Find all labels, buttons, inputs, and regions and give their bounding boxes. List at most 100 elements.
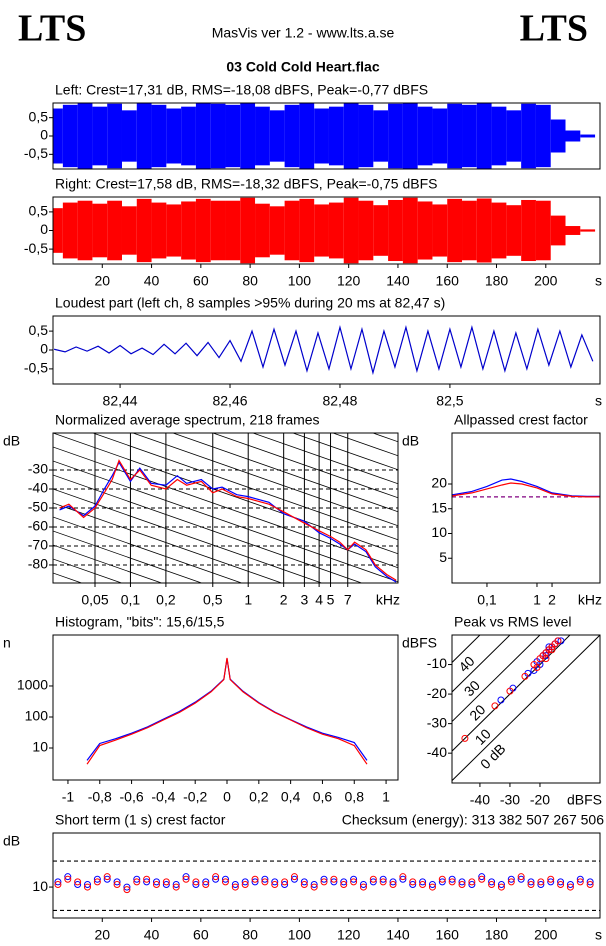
data-point bbox=[521, 672, 529, 680]
y-axis-label: dB bbox=[3, 433, 20, 449]
data-line bbox=[86, 658, 368, 761]
data-point bbox=[468, 878, 476, 886]
waveform-segment bbox=[136, 198, 152, 263]
waveform-segment bbox=[447, 198, 463, 263]
data-point bbox=[172, 883, 180, 891]
waveform-segment bbox=[550, 119, 566, 153]
waveform-segment bbox=[210, 103, 226, 169]
x-tick-label: 180 bbox=[485, 273, 509, 289]
waveform-segment bbox=[62, 104, 78, 168]
data-point bbox=[271, 878, 279, 886]
reference-slope bbox=[0, 433, 113, 608]
reference-slope bbox=[53, 488, 323, 583]
y-tick-label: -60 bbox=[28, 518, 48, 534]
x-tick-label: 82,48 bbox=[322, 393, 357, 409]
waveform-segment bbox=[447, 103, 463, 169]
data-point bbox=[54, 878, 62, 886]
data-point bbox=[488, 880, 496, 888]
plot-area bbox=[86, 657, 368, 765]
y-tick-label: -10 bbox=[427, 655, 447, 671]
data-point bbox=[517, 873, 525, 881]
data-point bbox=[143, 875, 151, 883]
waveform-segment bbox=[462, 104, 477, 168]
data-point bbox=[438, 875, 446, 883]
x-tick-label: 160 bbox=[436, 273, 460, 289]
waveform-segment bbox=[343, 197, 359, 264]
data-point bbox=[458, 880, 466, 888]
waveform-segment bbox=[373, 110, 389, 162]
data-point bbox=[103, 875, 111, 883]
x-tick-label: 0,6 bbox=[313, 789, 333, 805]
data-point bbox=[133, 875, 141, 883]
y-tick-label: 1000 bbox=[17, 677, 48, 693]
waveform-segment bbox=[77, 103, 93, 169]
data-point bbox=[202, 880, 210, 888]
data-point bbox=[491, 702, 499, 710]
waveform-segment bbox=[491, 106, 507, 166]
data-point bbox=[389, 878, 397, 886]
data-line bbox=[452, 482, 600, 498]
data-point bbox=[93, 878, 101, 886]
waveform-segment bbox=[151, 104, 167, 168]
data-line bbox=[53, 324, 594, 376]
x-tick-label: 120 bbox=[337, 927, 361, 943]
data-point bbox=[458, 878, 466, 886]
data-point bbox=[379, 878, 387, 886]
reference-slope bbox=[53, 530, 203, 583]
waveform-segment bbox=[535, 104, 551, 168]
data-point bbox=[310, 883, 318, 891]
plot-frame bbox=[52, 634, 399, 781]
data-point bbox=[566, 880, 574, 888]
y-tick-label: 15 bbox=[431, 499, 447, 515]
x-tick-label: 2 bbox=[548, 592, 556, 608]
waveform-segment bbox=[255, 106, 270, 166]
annotation: Checksum (energy): 313 382 507 267 506 bbox=[342, 812, 604, 828]
y-tick-label: 10 bbox=[431, 524, 447, 540]
y-tick-label: -80 bbox=[28, 556, 48, 572]
y-axis-label: dBFS bbox=[402, 635, 437, 651]
data-point bbox=[300, 878, 308, 886]
x-tick-label: -0,8 bbox=[88, 789, 112, 805]
file-name: 03 Cold Cold Heart.flac bbox=[226, 59, 379, 75]
reference-slope bbox=[212, 433, 398, 499]
data-point bbox=[300, 880, 308, 888]
plot-frame bbox=[451, 634, 601, 784]
data-point bbox=[192, 878, 200, 886]
data-point bbox=[172, 880, 180, 888]
data-point bbox=[497, 880, 505, 888]
x-tick-label: 3 bbox=[301, 592, 309, 608]
data-point bbox=[113, 880, 121, 888]
x-tick-label: 4 bbox=[315, 592, 323, 608]
plot-area bbox=[53, 324, 594, 376]
data-point bbox=[83, 880, 91, 888]
x-axis-unit: kHz bbox=[376, 592, 400, 608]
data-point bbox=[428, 883, 436, 891]
data-point bbox=[123, 883, 131, 891]
waveform-segment bbox=[476, 198, 492, 263]
waveform-segment bbox=[402, 197, 418, 264]
plot-area bbox=[53, 197, 596, 264]
crest-line bbox=[452, 635, 541, 722]
data-point bbox=[162, 880, 170, 888]
data-point bbox=[379, 875, 387, 883]
x-tick-label: -20 bbox=[530, 792, 550, 808]
data-line bbox=[452, 478, 600, 497]
waveform-segment bbox=[328, 202, 344, 259]
y-tick-label: 5 bbox=[439, 549, 447, 565]
x-tick-label: 20 bbox=[94, 273, 110, 289]
x-tick-label: 1 bbox=[244, 592, 252, 608]
x-tick-label: 0,2 bbox=[249, 789, 269, 805]
data-point bbox=[537, 878, 545, 886]
data-point bbox=[152, 878, 160, 886]
x-tick-label: 0 bbox=[223, 789, 231, 805]
y-tick-label: 0 bbox=[40, 127, 48, 143]
subtitle: MasVis ver 1.2 - www.lts.a.se bbox=[212, 25, 395, 41]
data-point bbox=[586, 880, 594, 888]
x-tick-label: 140 bbox=[386, 273, 410, 289]
x-tick-label: 80 bbox=[242, 273, 258, 289]
data-point bbox=[389, 880, 397, 888]
waveform-segment bbox=[506, 205, 522, 256]
waveform-segment bbox=[121, 206, 137, 255]
